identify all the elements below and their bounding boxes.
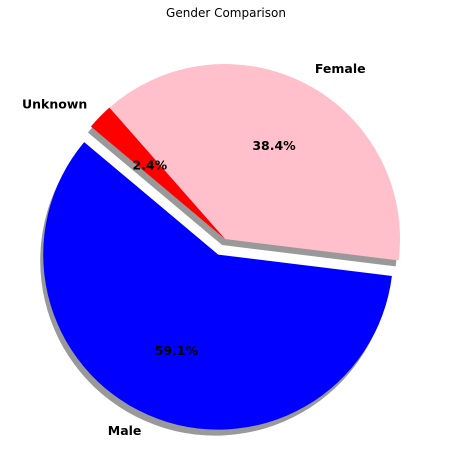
pie-label-female: Female [315, 61, 366, 76]
pie-label-unknown: Unknown [22, 97, 87, 112]
chart-title: Gender Comparison [166, 6, 286, 20]
pie-pct-unknown: 2.4% [133, 158, 168, 173]
pie-slice-unknown [90, 107, 225, 239]
pie-slices [43, 63, 401, 430]
pie-label-male: Male [108, 423, 142, 438]
pie-slice-female [109, 63, 401, 261]
pie-pct-female: 38.4% [252, 138, 296, 153]
pie-labels: Male 59.1% Female 38.4% Unknown 2.4% [22, 61, 366, 438]
pie-slice-male [43, 142, 392, 430]
pie-pct-male: 59.1% [155, 343, 199, 358]
